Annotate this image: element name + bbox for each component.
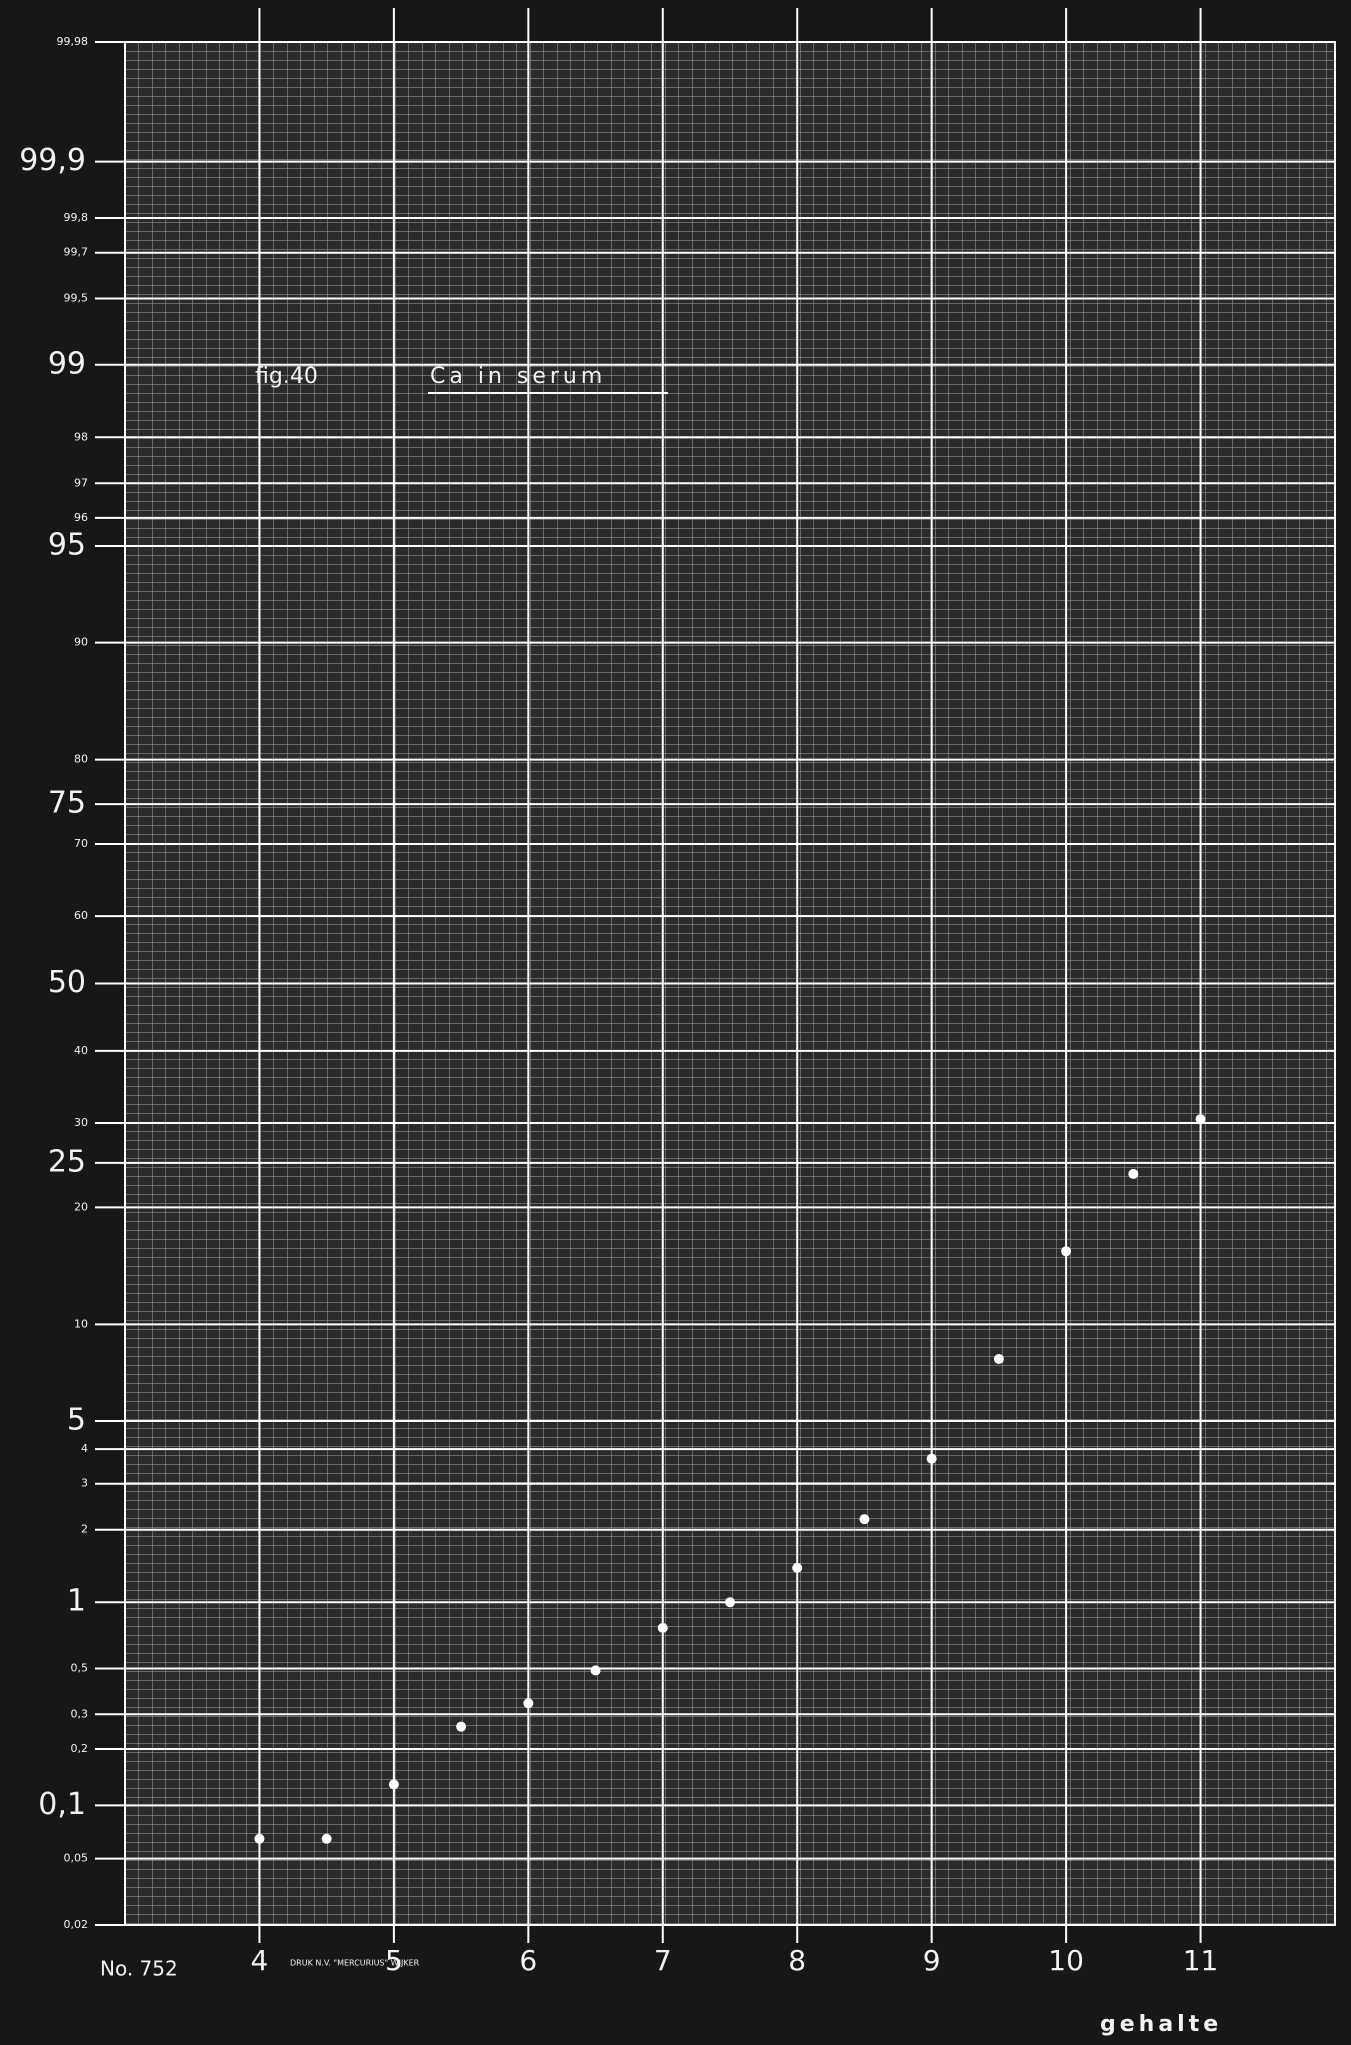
y-tick-label: 99,8 <box>64 211 89 224</box>
point <box>591 1665 601 1675</box>
y-tick-label: 70 <box>74 837 88 850</box>
point <box>1196 1114 1206 1124</box>
y-tick-label: 20 <box>74 1200 88 1213</box>
y-tick-label: 0,2 <box>71 1742 89 1755</box>
y-tick-label: 0,3 <box>71 1707 89 1720</box>
x-tick-label: 10 <box>1048 1944 1084 1977</box>
y-tick-label: 1 <box>67 1584 86 1619</box>
point <box>456 1722 466 1732</box>
y-tick-label: 75 <box>48 786 86 821</box>
point <box>389 1779 399 1789</box>
y-tick-label: 5 <box>67 1402 86 1437</box>
y-tick-label: 99 <box>48 346 86 381</box>
y-tick-label: 2 <box>81 1523 88 1536</box>
x-tick-label: 7 <box>654 1944 672 1977</box>
y-tick-label: 96 <box>74 511 88 524</box>
y-tick-label: 80 <box>74 753 88 766</box>
point <box>994 1354 1004 1364</box>
y-tick-label: 0,5 <box>71 1662 89 1675</box>
y-tick-label: 99,98 <box>57 35 89 48</box>
y-tick-label: 95 <box>48 528 86 563</box>
y-tick-label: 3 <box>81 1477 88 1490</box>
point <box>927 1454 937 1464</box>
y-tick-label: 99,7 <box>64 246 89 259</box>
point <box>725 1597 735 1607</box>
y-tick-label: 90 <box>74 636 88 649</box>
x-tick-label: 4 <box>251 1944 269 1977</box>
point <box>254 1834 264 1844</box>
y-tick-label: 97 <box>74 476 88 489</box>
y-tick-label: 99,9 <box>19 143 86 178</box>
point <box>859 1514 869 1524</box>
point <box>523 1698 533 1708</box>
figure-label: fig.40 <box>255 364 318 389</box>
x-tick-label: 5 <box>385 1944 403 1977</box>
x-tick-label: 9 <box>923 1944 941 1977</box>
x-tick-label: 6 <box>519 1944 537 1977</box>
point <box>1128 1169 1138 1179</box>
chart-title: Ca in serum <box>430 364 606 389</box>
y-tick-label: 0,1 <box>38 1787 86 1822</box>
y-tick-label: 60 <box>74 909 88 922</box>
point <box>658 1623 668 1633</box>
y-tick-label: 10 <box>74 1317 88 1330</box>
x-axis-label: gehalte <box>1100 2012 1222 2037</box>
y-tick-label: 0,05 <box>64 1852 89 1865</box>
sheet-number: No. 752 <box>100 1957 178 1981</box>
x-tick-label: 8 <box>788 1944 806 1977</box>
y-tick-label: 0,02 <box>64 1918 89 1931</box>
y-tick-label: 4 <box>81 1442 88 1455</box>
point <box>1061 1246 1071 1256</box>
y-tick-label: 99,5 <box>64 291 89 304</box>
point <box>792 1563 802 1573</box>
point <box>322 1834 332 1844</box>
x-tick-label: 11 <box>1183 1944 1219 1977</box>
y-tick-label: 25 <box>48 1144 86 1179</box>
y-tick-label: 30 <box>74 1116 88 1129</box>
y-tick-label: 40 <box>74 1044 88 1057</box>
y-tick-label: 98 <box>74 430 88 443</box>
y-tick-label: 50 <box>48 965 86 1000</box>
chart: fig.40 Ca in serum No. 752 DRUK N.V. "ME… <box>0 0 1351 2045</box>
